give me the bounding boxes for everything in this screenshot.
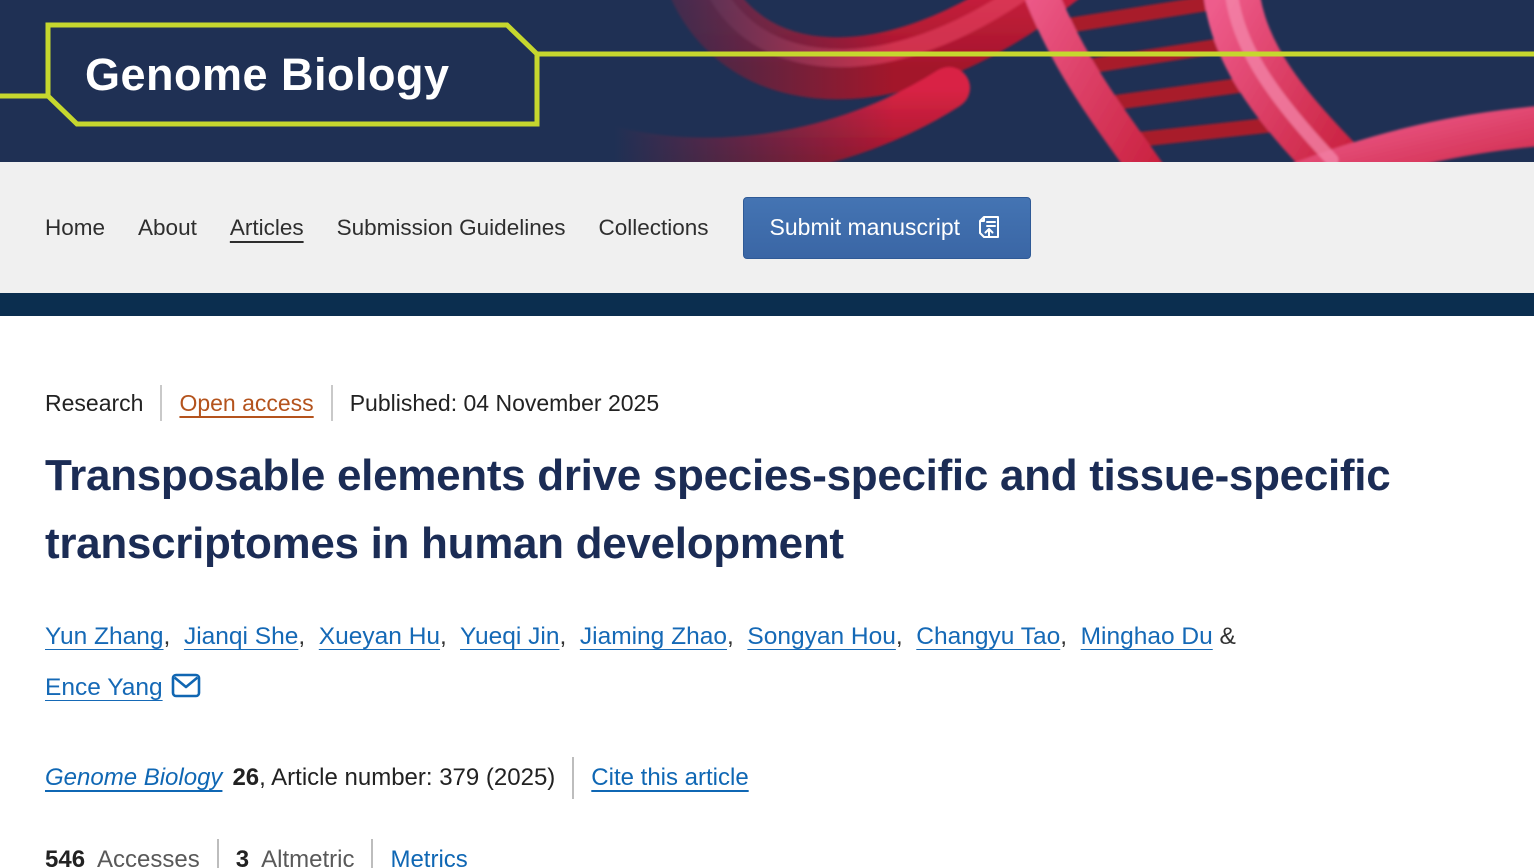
article-meta-row: Research Open access Published: 04 Novem… — [45, 385, 1489, 421]
journal-header: Genome Biology — [0, 0, 1534, 162]
accesses-count: 546 — [45, 846, 86, 868]
author-link[interactable]: Jiaming Zhao — [579, 623, 727, 650]
published-date: Published: 04 November 2025 — [349, 389, 660, 416]
journal-logo-text: Genome Biology — [85, 48, 450, 100]
journal-color-strip — [0, 293, 1534, 316]
accesses-label: Accesses — [97, 846, 200, 868]
email-icon[interactable] — [171, 673, 201, 698]
author-link[interactable]: Minghao Du — [1080, 623, 1213, 650]
article-number: , Article number: 379 (2025) — [259, 764, 556, 791]
author-link[interactable]: Xueyan Hu — [318, 623, 441, 650]
manuscript-upload-icon — [979, 215, 1000, 238]
journal-logo[interactable]: Genome Biology — [48, 25, 537, 124]
divider — [371, 839, 374, 868]
citation-row: Genome Biology 26, Article number: 379 (… — [45, 757, 1489, 799]
article-title: Transposable elements drive species-spec… — [45, 451, 1391, 568]
metrics-link[interactable]: Metrics — [390, 846, 468, 868]
author-link[interactable]: Jianqi She — [183, 623, 299, 650]
altmetric-label: Altmetric — [261, 846, 355, 868]
nav-collections[interactable]: Collections — [598, 214, 709, 240]
nav-articles[interactable]: Articles — [229, 214, 304, 240]
nav-submission-guidelines[interactable]: Submission Guidelines — [336, 214, 566, 240]
dna-helix-image — [614, 0, 1534, 162]
main-nav: Home About Articles Submission Guideline… — [0, 162, 1534, 293]
metrics-row: 546 Accesses 3 Altmetric Metrics — [45, 839, 1489, 868]
cite-this-article-link[interactable]: Cite this article — [591, 764, 749, 791]
divider — [216, 839, 219, 868]
article-head: Research Open access Published: 04 Novem… — [0, 316, 1534, 868]
divider — [572, 757, 575, 799]
author-link[interactable]: Changyu Tao — [916, 623, 1061, 650]
open-access-link[interactable]: Open access — [179, 389, 314, 416]
journal-link[interactable]: Genome Biology — [45, 764, 223, 791]
submit-manuscript-button[interactable]: Submit manuscript — [742, 196, 1032, 259]
author-list: Yun Zhang, Jianqi She, Xueyan Hu, Yueqi … — [45, 623, 1236, 701]
submit-manuscript-label: Submit manuscript — [769, 214, 961, 240]
article-type-label: Research — [45, 389, 144, 416]
author-link[interactable]: Yun Zhang — [45, 623, 164, 650]
divider — [330, 385, 333, 421]
author-link[interactable]: Songyan Hou — [747, 623, 896, 650]
divider — [160, 385, 163, 421]
altmetric-count: 3 — [235, 846, 250, 868]
volume-number: 26 — [232, 764, 260, 791]
nav-home[interactable]: Home — [45, 214, 106, 240]
author-link[interactable]: Ence Yang — [45, 674, 163, 701]
author-link[interactable]: Yueqi Jin — [460, 623, 560, 650]
nav-about[interactable]: About — [138, 214, 197, 240]
